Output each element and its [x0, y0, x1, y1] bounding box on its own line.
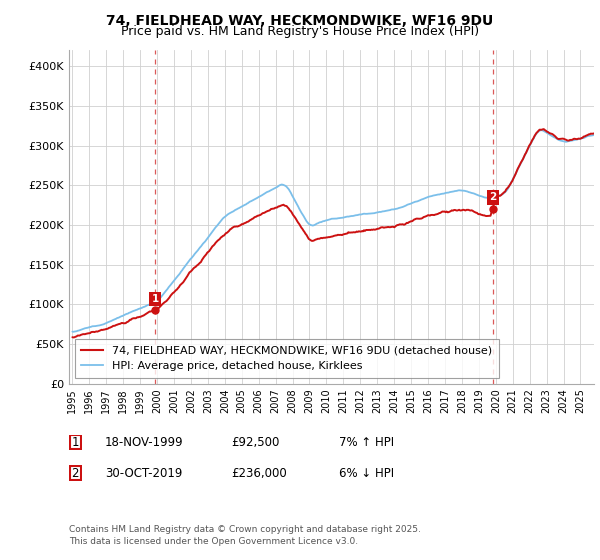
FancyBboxPatch shape: [70, 466, 81, 480]
Text: Price paid vs. HM Land Registry's House Price Index (HPI): Price paid vs. HM Land Registry's House …: [121, 25, 479, 38]
Text: 7% ↑ HPI: 7% ↑ HPI: [339, 436, 394, 449]
Text: 74, FIELDHEAD WAY, HECKMONDWIKE, WF16 9DU: 74, FIELDHEAD WAY, HECKMONDWIKE, WF16 9D…: [106, 14, 494, 28]
Text: 30-OCT-2019: 30-OCT-2019: [105, 466, 182, 480]
Text: 18-NOV-1999: 18-NOV-1999: [105, 436, 184, 449]
Text: £236,000: £236,000: [231, 466, 287, 480]
Text: 1: 1: [151, 294, 158, 304]
Text: Contains HM Land Registry data © Crown copyright and database right 2025.
This d: Contains HM Land Registry data © Crown c…: [69, 525, 421, 546]
Text: 1: 1: [71, 436, 79, 449]
Text: 2: 2: [71, 466, 79, 480]
Legend: 74, FIELDHEAD WAY, HECKMONDWIKE, WF16 9DU (detached house), HPI: Average price, : 74, FIELDHEAD WAY, HECKMONDWIKE, WF16 9D…: [74, 339, 499, 378]
Text: 6% ↓ HPI: 6% ↓ HPI: [339, 466, 394, 480]
Text: £92,500: £92,500: [231, 436, 280, 449]
FancyBboxPatch shape: [70, 435, 81, 450]
Text: 2: 2: [489, 193, 496, 203]
